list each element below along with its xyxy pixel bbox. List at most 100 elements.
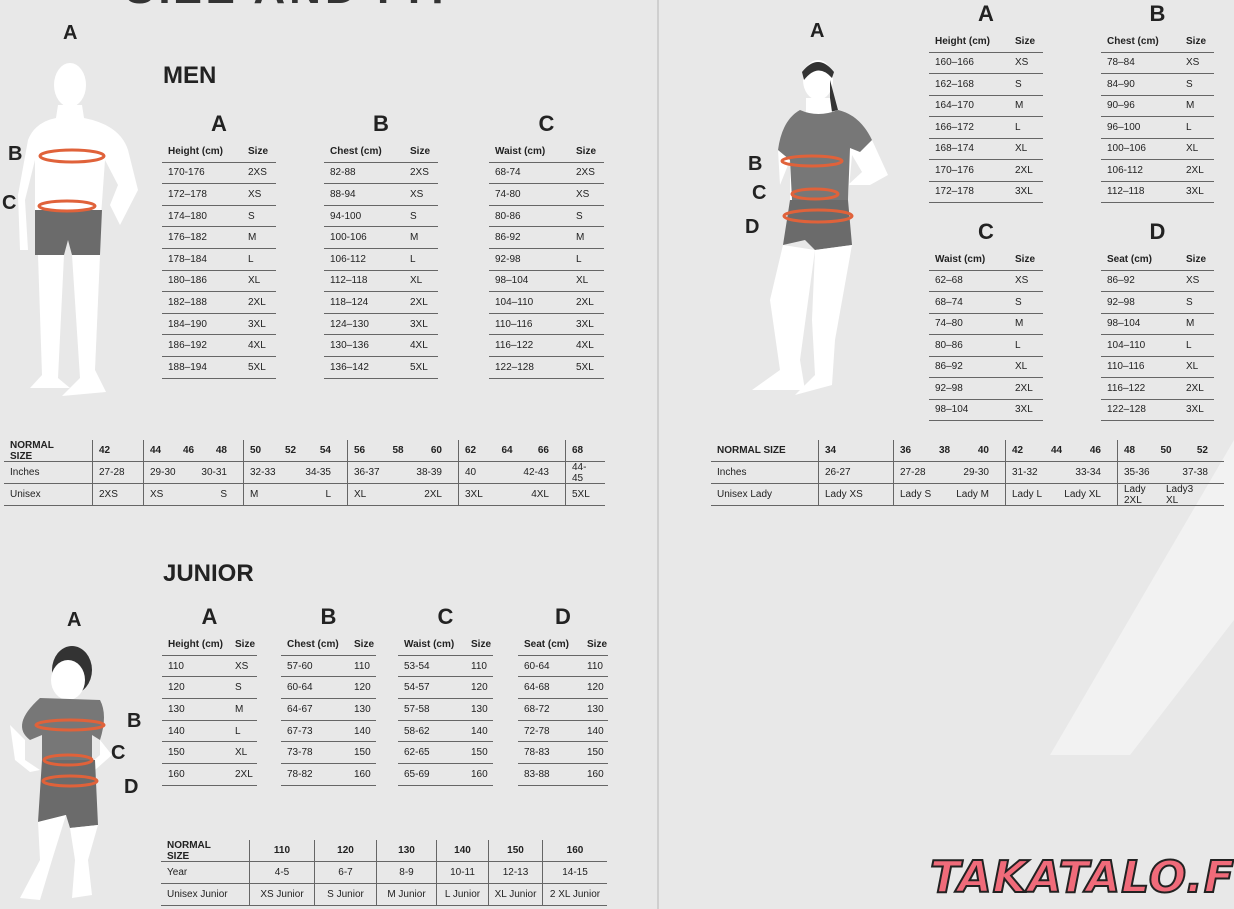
normal-size-cell: Lady 2XL Lady3 XL bbox=[1117, 483, 1224, 506]
figure-label: B bbox=[748, 153, 763, 175]
table-row: 88-94 XS bbox=[324, 184, 438, 206]
normal-size-cell: 42 bbox=[92, 440, 143, 461]
table-cell: 54-57 bbox=[404, 682, 430, 694]
table-cell: 98–104 bbox=[495, 275, 529, 287]
normal-size-cell: Unisex Lady bbox=[711, 484, 818, 505]
table-row: 78-82 160 bbox=[281, 764, 376, 786]
table-cell: 120 bbox=[587, 682, 604, 694]
column-header: Size bbox=[410, 145, 431, 157]
table-row: 84–90 S bbox=[1101, 74, 1214, 96]
table-cell: 57-58 bbox=[404, 703, 430, 715]
table-cell: 110 bbox=[587, 660, 603, 672]
cell-text: XL bbox=[354, 489, 367, 500]
table-row: 57-58 130 bbox=[398, 699, 493, 721]
table-cell: XS bbox=[1015, 57, 1029, 69]
table-row: 136–142 5XL bbox=[324, 357, 438, 379]
normal-size-cell: 10-11 bbox=[436, 862, 488, 883]
table-cell: 82-88 bbox=[330, 167, 356, 179]
table-row: 98–104 XL bbox=[489, 271, 604, 293]
table-cell: 2XS bbox=[248, 167, 267, 179]
normal-size-cell: 44 46 48 bbox=[143, 440, 243, 461]
cell-text: S Junior bbox=[327, 889, 364, 900]
cell-text: XS Junior bbox=[260, 889, 304, 900]
table-row: 112–118 3XL bbox=[1101, 182, 1214, 203]
normal-size-cell: 56 58 60 bbox=[347, 440, 458, 461]
cell-text: 2 XL Junior bbox=[549, 889, 601, 900]
table-cell: 84–90 bbox=[1107, 78, 1135, 90]
table-cell: 58-62 bbox=[404, 725, 430, 737]
table-row: 116–122 4XL bbox=[489, 335, 604, 357]
column-header: Chest (cm) bbox=[287, 638, 339, 650]
table-row: 54-57 120 bbox=[398, 677, 493, 700]
cell-text: 26-27 bbox=[825, 467, 851, 478]
cell-text: 130 bbox=[398, 845, 415, 856]
normal-size-cell: 27-28 bbox=[92, 462, 143, 483]
cell-text: 36 bbox=[900, 445, 912, 456]
table-header: Seat (cm) Size bbox=[1101, 249, 1214, 271]
cell-text: Lady S bbox=[900, 489, 932, 500]
cell-text: NORMAL SIZE bbox=[10, 439, 54, 462]
table-cell: 65-69 bbox=[404, 769, 430, 781]
cell-text: XL Junior bbox=[494, 889, 537, 900]
table-cell: L bbox=[410, 253, 416, 265]
table-cell: M bbox=[410, 232, 419, 244]
table-cell: 130–136 bbox=[330, 340, 369, 352]
cell-text: 66 bbox=[537, 445, 549, 456]
table-row: 78–84 XS bbox=[1101, 53, 1214, 74]
table-row: 100-106 M bbox=[324, 227, 438, 249]
table-cell: XL bbox=[1186, 143, 1199, 155]
table-cell: 5XL bbox=[576, 361, 594, 373]
cell-text: 38-39 bbox=[416, 467, 442, 478]
table-cell: XL bbox=[576, 275, 589, 287]
table-header: Waist (cm) Size bbox=[489, 141, 604, 163]
normal-size-cell: 36-37 38-39 bbox=[347, 462, 458, 483]
table-row: 86–92 XS bbox=[1101, 271, 1214, 292]
normal-size-cell: 4-5 bbox=[249, 862, 314, 883]
table-row: 92–98 2XL bbox=[929, 378, 1043, 400]
normal-size-cell: Inches bbox=[4, 462, 92, 483]
cell-text: Unisex bbox=[10, 489, 41, 500]
cell-text: 64 bbox=[501, 445, 513, 456]
table-cell: 86-92 bbox=[495, 232, 521, 244]
table-row: 176–182 M bbox=[162, 227, 276, 249]
table-row: 106-112 L bbox=[324, 249, 438, 271]
cell-text: S bbox=[220, 489, 227, 500]
table-row: 104–110 2XL bbox=[489, 292, 604, 314]
normal-size-cell: 12-13 bbox=[488, 862, 542, 883]
table-cell: 4XL bbox=[410, 340, 428, 352]
table-row: 150 XL bbox=[162, 743, 257, 765]
table-row: 72-78 140 bbox=[518, 721, 608, 743]
table-cell: 160 bbox=[471, 769, 488, 781]
table-cell: 150 bbox=[471, 747, 488, 759]
normal-size-cell: 42 44 46 bbox=[1005, 440, 1117, 461]
cell-text: 2XL bbox=[424, 489, 442, 500]
normal-size-cell: 48 50 52 bbox=[1117, 440, 1224, 461]
cell-text: 150 bbox=[507, 845, 524, 856]
table-row: 110–116 3XL bbox=[489, 314, 604, 336]
normal-size-row: Inches 26-27 27-28 29-30 31-32 33-34 35-36 37-3… bbox=[711, 462, 1224, 484]
table-row: 57-60 110 bbox=[281, 656, 376, 678]
heading: MEN bbox=[163, 62, 217, 89]
normal-size-cell: XL 2XL bbox=[347, 484, 458, 505]
normal-size-cell: 140 bbox=[436, 840, 488, 861]
table-cell: 140 bbox=[168, 725, 185, 737]
table-cell: 78-83 bbox=[524, 747, 550, 759]
table-cell: XL bbox=[1015, 361, 1028, 373]
normal-size-cell: 29-30 30-31 bbox=[143, 462, 243, 483]
figure-label: A bbox=[63, 22, 78, 44]
cell-text: Lady 2XL bbox=[1124, 483, 1146, 506]
table-row: 60-64 120 bbox=[281, 677, 376, 700]
table-row: 78-83 150 bbox=[518, 743, 608, 765]
table-cell: 178–184 bbox=[168, 253, 207, 265]
table-header: Seat (cm) Size bbox=[518, 634, 608, 656]
table-cell: 136–142 bbox=[330, 361, 369, 373]
table-row: 94-100 S bbox=[324, 206, 438, 228]
table-letter: B bbox=[373, 111, 389, 136]
table-cell: 2XL bbox=[235, 769, 253, 781]
table-cell: XS bbox=[576, 188, 590, 200]
table-row: 116–122 2XL bbox=[1101, 378, 1214, 400]
figure-label: D bbox=[745, 216, 760, 238]
table-cell: 2XL bbox=[1186, 164, 1204, 176]
